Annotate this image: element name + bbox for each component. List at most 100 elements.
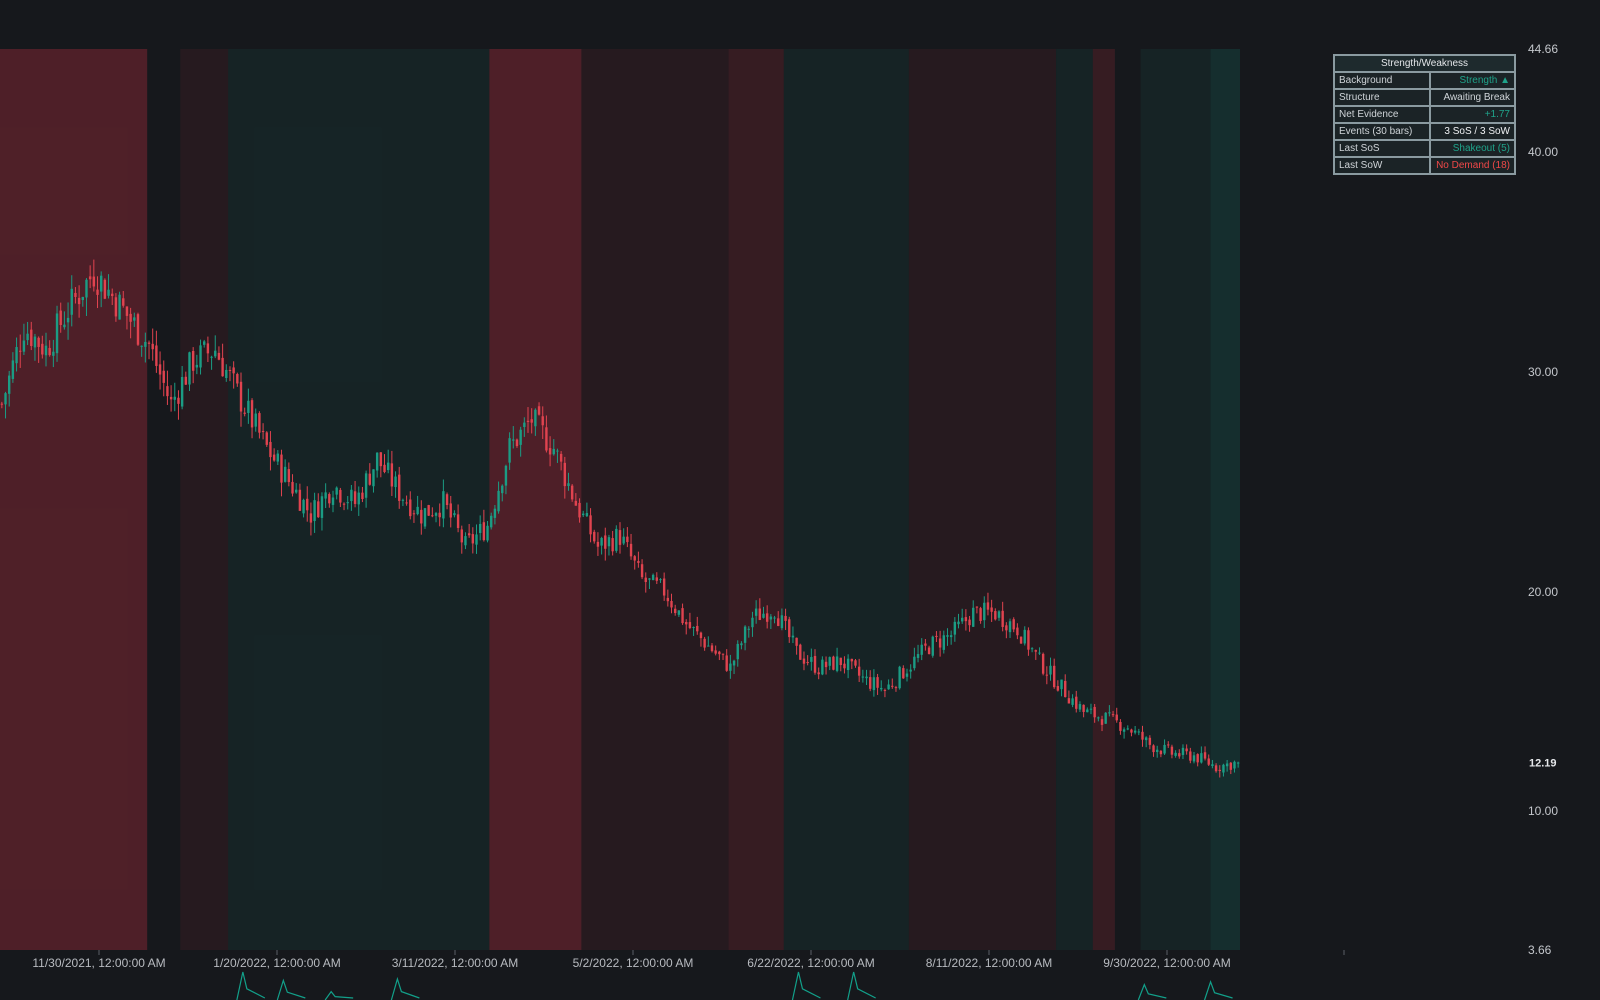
row-value: No Demand (18) xyxy=(1429,156,1516,175)
candle-body xyxy=(721,653,725,655)
candle-body xyxy=(254,413,257,427)
candle-body xyxy=(11,360,15,379)
candle-body xyxy=(364,473,368,498)
candle-body xyxy=(673,608,677,614)
candle-body xyxy=(541,416,544,426)
candle-body xyxy=(346,502,349,504)
candle-body xyxy=(261,430,265,432)
candle-body xyxy=(166,386,169,397)
time-tick-label: 8/11/2022, 12:00:00 AM xyxy=(926,956,1053,970)
candle-body xyxy=(353,491,357,504)
candle-body xyxy=(243,412,246,414)
candle-body xyxy=(250,400,254,428)
candle-body xyxy=(512,439,515,441)
candle-body xyxy=(155,345,158,366)
candle-body xyxy=(501,485,504,494)
candle-body xyxy=(122,298,125,306)
candle-body xyxy=(390,463,394,487)
regime-band xyxy=(1056,49,1093,950)
candle-body xyxy=(37,337,40,347)
candle-body xyxy=(0,403,4,405)
candle-body xyxy=(357,492,360,505)
candle-body xyxy=(99,275,103,292)
price-axis[interactable]: 44.66 40.00 30.00 20.00 10.00 3.66 12.19 xyxy=(1528,42,1558,957)
candle-body xyxy=(1178,753,1181,757)
candle-body xyxy=(931,636,934,656)
candle-body xyxy=(1133,730,1137,733)
candle-body xyxy=(953,621,957,635)
row-label: Events (30 bars) xyxy=(1333,122,1431,141)
row-value: 3 SoS / 3 SoW xyxy=(1429,122,1516,141)
candle-body xyxy=(412,513,416,515)
candle-body xyxy=(607,537,611,547)
price-tick-label: 10.00 xyxy=(1528,804,1558,818)
candle-body xyxy=(883,689,887,691)
candle-body xyxy=(968,619,971,626)
candle-body xyxy=(1111,714,1115,716)
candle-body xyxy=(589,515,592,535)
candle-body xyxy=(92,276,96,287)
panel-row-net-evidence: Net Evidence +1.77 xyxy=(1333,105,1516,124)
candle-body xyxy=(629,543,633,557)
candle-body xyxy=(839,657,842,666)
candle-body xyxy=(740,643,743,646)
candle-body xyxy=(445,494,449,506)
candle-body xyxy=(195,364,199,368)
candle-body xyxy=(791,635,795,638)
candle-body xyxy=(651,574,655,581)
candle-body xyxy=(401,499,405,501)
row-label: Last SoS xyxy=(1333,139,1431,158)
candle-body xyxy=(1203,752,1207,759)
candle-body xyxy=(1041,653,1045,674)
candle-body xyxy=(710,645,714,652)
candle-body xyxy=(637,561,640,563)
candle-body xyxy=(806,662,809,664)
regime-band xyxy=(728,49,784,950)
candle-body xyxy=(232,367,235,374)
candle-body xyxy=(515,439,519,447)
candle-body xyxy=(810,657,813,662)
candle-body xyxy=(604,535,607,549)
candle-body xyxy=(574,500,578,506)
candle-body xyxy=(1067,698,1071,704)
candle-body xyxy=(942,635,945,650)
candle-body xyxy=(611,538,614,552)
candle-body xyxy=(66,317,70,323)
candle-body xyxy=(648,578,651,580)
last-price-label: 12.19 xyxy=(1529,758,1557,770)
candle-body xyxy=(158,364,162,375)
candle-body xyxy=(70,288,73,315)
time-tick-label: 3/11/2022, 12:00:00 AM xyxy=(392,956,519,970)
candle-body xyxy=(1192,755,1196,762)
candle-body xyxy=(497,490,500,512)
candle-body xyxy=(935,635,938,637)
candle-body xyxy=(1207,758,1210,765)
candle-body xyxy=(280,454,283,483)
candle-body xyxy=(832,656,835,670)
candle-body xyxy=(63,324,66,328)
candle-body xyxy=(699,632,703,639)
regime-band xyxy=(1115,49,1141,950)
price-tick-label: 20.00 xyxy=(1528,585,1558,599)
candle-body xyxy=(1056,686,1060,691)
candle-body xyxy=(960,617,964,622)
row-value: Shakeout (5) xyxy=(1429,139,1516,158)
candle-body xyxy=(1104,712,1107,724)
candle-body xyxy=(1144,737,1148,741)
candle-body xyxy=(184,376,188,385)
candle-body xyxy=(306,498,309,511)
regime-bands xyxy=(0,49,1240,950)
candle-body xyxy=(55,313,59,354)
candle-body xyxy=(460,529,463,543)
candle-body xyxy=(902,668,905,679)
candle-body xyxy=(1137,731,1141,733)
candle-body xyxy=(26,333,29,341)
candle-body xyxy=(596,541,600,547)
oscillator-spike xyxy=(276,978,306,1000)
candle-body xyxy=(409,499,412,517)
candle-body xyxy=(946,635,949,637)
candle-body xyxy=(1030,648,1034,650)
time-axis[interactable]: 11/30/2021, 12:00:00 AM 1/20/2022, 12:00:… xyxy=(32,950,1345,970)
candle-body xyxy=(769,616,773,620)
candle-body xyxy=(850,658,854,662)
